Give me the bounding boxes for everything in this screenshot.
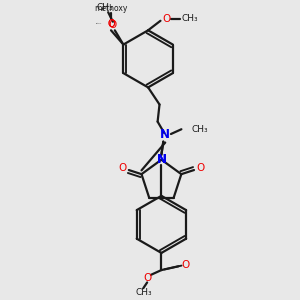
- Text: N: N: [156, 153, 167, 166]
- Text: O: O: [162, 14, 170, 24]
- Text: O: O: [109, 20, 117, 30]
- Text: CH₃: CH₃: [182, 14, 198, 23]
- Text: O: O: [143, 273, 151, 283]
- Text: O: O: [107, 19, 115, 28]
- Text: CH₃: CH₃: [97, 3, 114, 12]
- Text: CH₃: CH₃: [192, 125, 208, 134]
- Text: N: N: [160, 128, 170, 142]
- Text: O: O: [181, 260, 189, 270]
- Text: O: O: [118, 163, 127, 173]
- Text: O: O: [107, 19, 115, 28]
- Text: N: N: [156, 153, 167, 166]
- Text: CH₃: CH₃: [135, 288, 152, 297]
- Text: O: O: [196, 163, 205, 173]
- Text: methoxy: methoxy: [94, 4, 128, 13]
- Text: methoxy: methoxy: [95, 23, 102, 24]
